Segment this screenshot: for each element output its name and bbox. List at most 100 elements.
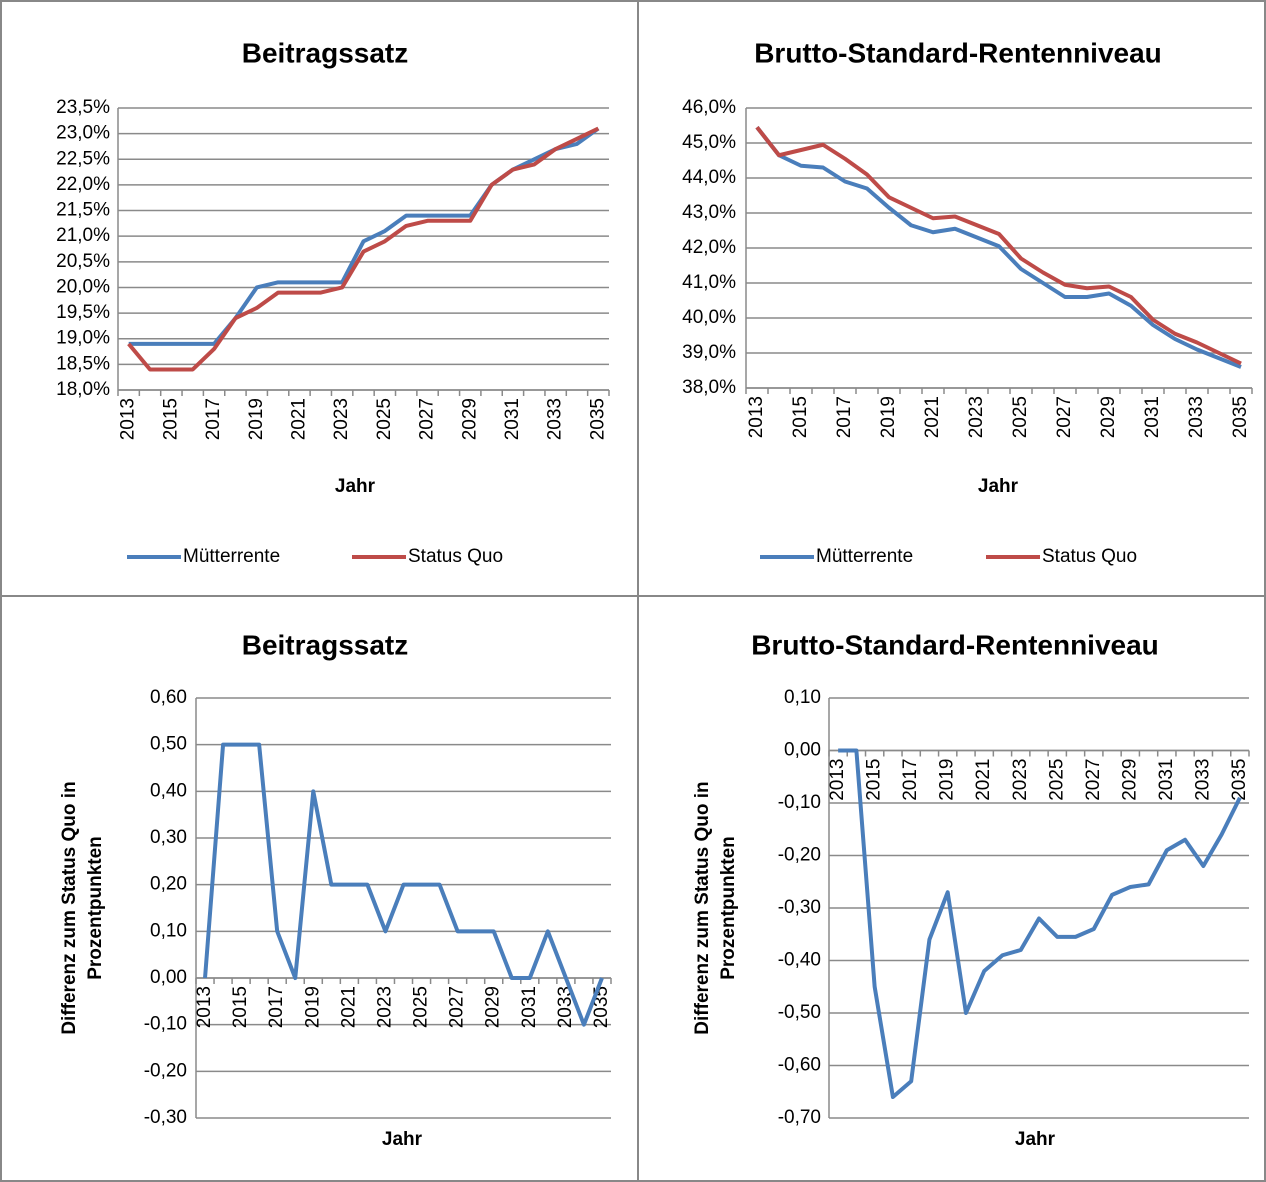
x-tick-label: 2025 xyxy=(411,986,432,1028)
x-tick-label: 2023 xyxy=(1010,759,1031,801)
x-tick-label: 2017 xyxy=(834,396,855,438)
x-axis-title: Jahr xyxy=(1015,1129,1056,1150)
x-tick-label: 2029 xyxy=(459,398,480,440)
y-tick-label: 22,5% xyxy=(56,148,110,169)
x-tick-label: 2035 xyxy=(1230,396,1251,438)
x-tick-label: 2019 xyxy=(937,759,958,801)
x-tick-label: 2013 xyxy=(827,759,848,801)
y-tick-label: -0,20 xyxy=(144,1060,187,1081)
y-axis-title: Prozentpunkten xyxy=(718,836,739,980)
y-tick-label: 0,30 xyxy=(150,827,187,848)
x-tick-label: 2027 xyxy=(417,398,438,440)
x-tick-label: 2021 xyxy=(922,396,943,438)
y-tick-label: 0,00 xyxy=(150,967,187,988)
x-axis-title: Jahr xyxy=(978,476,1019,497)
x-tick-label: 2015 xyxy=(160,398,181,440)
y-tick-label: 0,50 xyxy=(150,734,187,755)
y-tick-label: 0,10 xyxy=(150,920,187,941)
y-tick-label: 21,0% xyxy=(56,225,110,246)
x-tick-label: 2021 xyxy=(973,759,994,801)
y-tick-label: 46,0% xyxy=(682,97,736,118)
x-tick-label: 2031 xyxy=(519,986,540,1028)
x-tick-label: 2013 xyxy=(746,396,767,438)
y-tick-label: 21,5% xyxy=(56,200,110,221)
y-tick-label: 41,0% xyxy=(682,272,736,293)
y-tick-label: -0,20 xyxy=(778,845,821,866)
x-tick-label: 2033 xyxy=(1186,396,1207,438)
y-tick-label: 0,00 xyxy=(784,740,821,761)
y-tick-label: -0,10 xyxy=(144,1014,187,1035)
x-tick-label: 2027 xyxy=(1083,759,1104,801)
x-tick-label: 2033 xyxy=(1192,759,1213,801)
legend-label: Mütterrente xyxy=(183,546,280,567)
series-line xyxy=(755,126,1242,369)
x-tick-label: 2015 xyxy=(790,396,811,438)
legend-label: Status Quo xyxy=(408,546,503,567)
chart-title: Brutto-Standard-Rentenniveau xyxy=(751,629,1159,660)
y-tick-label: 45,0% xyxy=(682,132,736,153)
y-tick-label: 20,0% xyxy=(56,276,110,297)
y-tick-label: 43,0% xyxy=(682,202,736,223)
x-tick-label: 2027 xyxy=(1054,396,1075,438)
x-tick-label: 2027 xyxy=(447,986,468,1028)
y-tick-label: 0,40 xyxy=(150,780,187,801)
y-tick-label: -0,30 xyxy=(144,1107,187,1128)
x-tick-label: 2019 xyxy=(246,398,267,440)
y-tick-label: 23,0% xyxy=(56,123,110,144)
y-tick-label: 19,5% xyxy=(56,302,110,323)
x-tick-label: 2017 xyxy=(900,759,921,801)
x-tick-label: 2015 xyxy=(864,759,885,801)
y-tick-label: 39,0% xyxy=(682,342,736,363)
chart-title: Beitragssatz xyxy=(242,629,409,660)
x-axis-title: Jahr xyxy=(335,476,376,497)
series-line xyxy=(203,742,604,1027)
x-tick-label: 2019 xyxy=(878,396,899,438)
y-tick-label: 40,0% xyxy=(682,307,736,328)
x-tick-label: 2019 xyxy=(302,986,323,1028)
x-tick-label: 2013 xyxy=(118,398,139,440)
series-line xyxy=(838,748,1242,1099)
y-tick-label: 0,10 xyxy=(784,687,821,708)
x-tick-label: 2031 xyxy=(1156,759,1177,801)
x-tick-label: 2029 xyxy=(1098,396,1119,438)
x-tick-label: 2015 xyxy=(230,986,251,1028)
y-axis-title: Differenz zum Status Quo in xyxy=(59,781,80,1034)
x-tick-label: 2023 xyxy=(966,396,987,438)
x-tick-label: 2025 xyxy=(374,398,395,440)
y-axis-title: Differenz zum Status Quo in xyxy=(692,781,713,1034)
x-tick-label: 2021 xyxy=(338,986,359,1028)
y-tick-label: -0,40 xyxy=(778,950,821,971)
series-line xyxy=(755,126,1242,366)
x-tick-label: 2023 xyxy=(331,398,352,440)
x-axis-title: Jahr xyxy=(382,1129,423,1150)
x-tick-label: 2035 xyxy=(591,986,612,1028)
y-tick-label: -0,10 xyxy=(778,792,821,813)
legend-label: Status Quo xyxy=(1042,546,1137,567)
x-tick-label: 2035 xyxy=(1229,759,1250,801)
y-tick-label: -0,30 xyxy=(778,897,821,918)
chart-title: Beitragssatz xyxy=(242,37,409,68)
x-tick-label: 2033 xyxy=(555,986,576,1028)
y-tick-label: 42,0% xyxy=(682,237,736,258)
y-tick-label: 19,0% xyxy=(56,328,110,349)
x-tick-label: 2029 xyxy=(483,986,504,1028)
y-tick-label: 23,5% xyxy=(56,97,110,118)
x-tick-label: 2013 xyxy=(194,986,215,1028)
y-tick-label: 22,0% xyxy=(56,174,110,195)
y-tick-label: 20,5% xyxy=(56,251,110,272)
y-tick-label: 0,20 xyxy=(150,874,187,895)
legend-label: Mütterrente xyxy=(816,546,913,567)
chart-title: Brutto-Standard-Rentenniveau xyxy=(754,37,1162,68)
x-tick-label: 2033 xyxy=(545,398,566,440)
x-tick-label: 2025 xyxy=(1046,759,1067,801)
y-tick-label: 44,0% xyxy=(682,167,736,188)
y-tick-label: -0,70 xyxy=(778,1107,821,1128)
x-tick-label: 2031 xyxy=(1142,396,1163,438)
y-axis-title: Prozentpunkten xyxy=(85,836,106,980)
y-tick-label: -0,60 xyxy=(778,1055,821,1076)
x-tick-label: 2017 xyxy=(266,986,287,1028)
x-tick-label: 2023 xyxy=(374,986,395,1028)
x-tick-label: 2029 xyxy=(1119,759,1140,801)
